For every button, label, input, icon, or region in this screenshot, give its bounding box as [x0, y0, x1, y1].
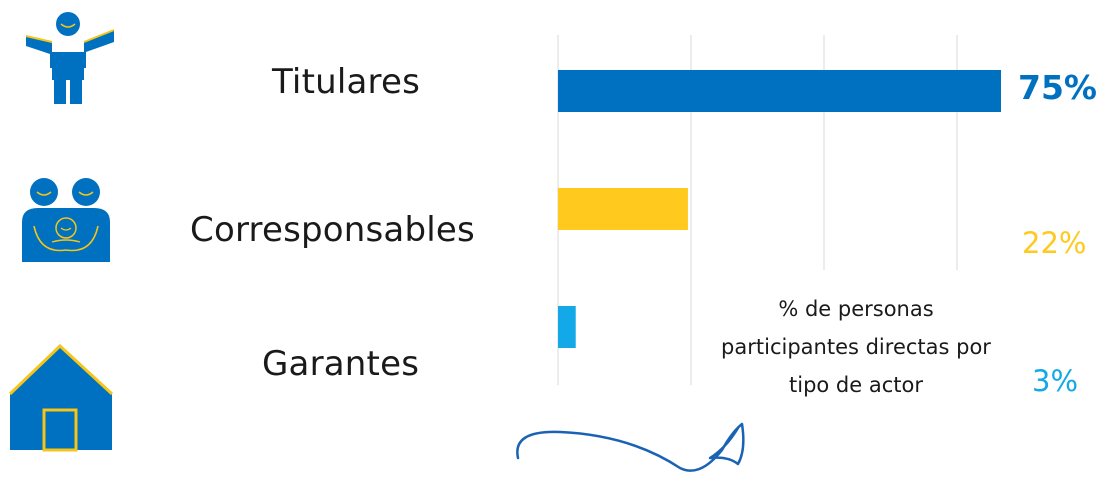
family-icon [22, 178, 110, 262]
category-label-corresponsables: Corresponsables [190, 210, 475, 250]
category-label-titulares: Titulares [272, 62, 420, 102]
value-label-titulares: 75% [1018, 68, 1097, 107]
curved-arrow-icon [516, 422, 745, 472]
value-label-corresponsables: 22% [1022, 226, 1087, 260]
bar-corresponsables [558, 188, 688, 230]
person-arms-open-icon [25, 12, 115, 104]
house-icon [8, 344, 114, 452]
value-label-garantes: 3% [1032, 364, 1079, 398]
category-label-garantes: Garantes [262, 344, 420, 384]
chart-caption: % de personas participantes directas por… [721, 297, 991, 397]
bar-titulares [558, 70, 1001, 112]
bar-garantes [558, 306, 576, 348]
